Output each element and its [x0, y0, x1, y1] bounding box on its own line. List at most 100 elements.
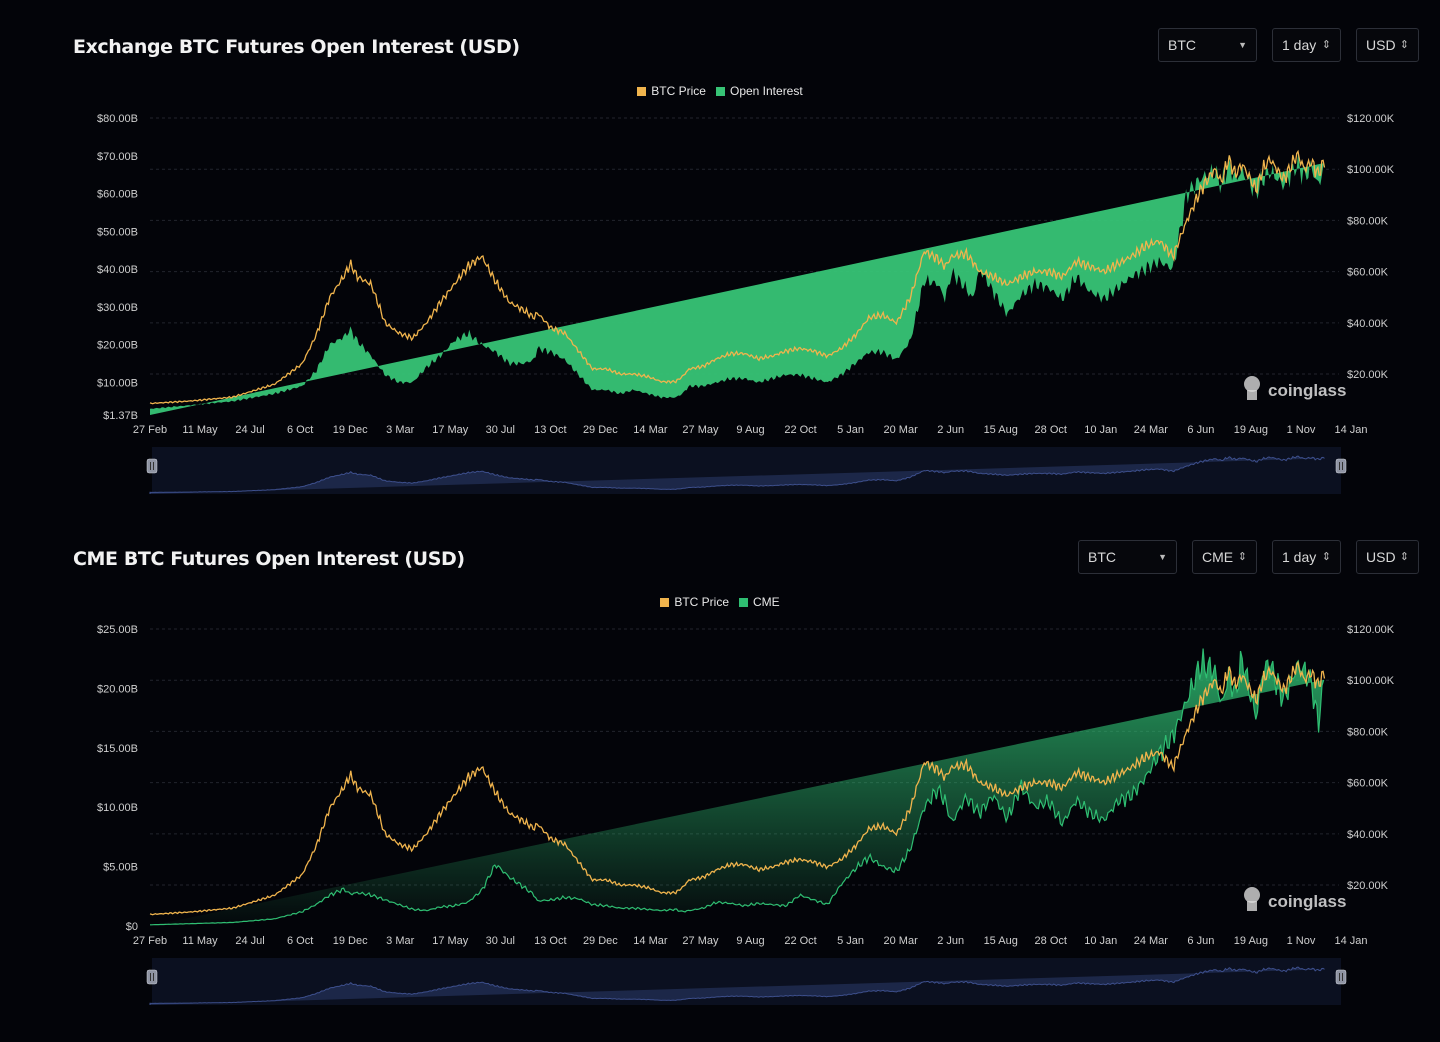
coinglass-logo-icon [1247, 901, 1257, 911]
x-axis-tick-label: 17 May [432, 424, 469, 436]
left-axis-tick-label: $30.00B [97, 302, 138, 314]
navigator-handle[interactable] [146, 969, 158, 985]
left-axis-tick-label: $50.00B [97, 226, 138, 238]
x-axis-tick-label: 15 Aug [984, 424, 1018, 436]
panel-title: Exchange BTC Futures Open Interest (USD) [73, 36, 520, 58]
exchange-oi-panel: Exchange BTC Futures Open Interest (USD)… [0, 0, 1440, 520]
up-down-icon: ⇕ [1237, 550, 1247, 563]
currency-select[interactable]: USD ⇕ [1356, 28, 1419, 62]
navigator-handle[interactable] [1335, 458, 1347, 474]
legend-item-price[interactable]: BTC Price [637, 84, 706, 98]
x-axis-tick-label: 15 Aug [984, 935, 1018, 947]
coinglass-watermark: coinglass [1244, 376, 1346, 400]
left-axis-tick-label: $10.00B [97, 377, 138, 389]
range-navigator [146, 958, 1347, 1005]
x-axis-tick-label: 13 Oct [534, 935, 566, 947]
cme-oi-chart[interactable]: $120.00K $100.00K $80.00K $60.00K $40.00K $20… [0, 511, 1440, 1042]
currency-select-label: USD [1366, 549, 1396, 565]
cme-line [150, 648, 1325, 926]
right-axis-tick-label: $60.00K [1347, 267, 1389, 279]
right-axis-tick-label: $80.00K [1347, 215, 1389, 227]
legend-swatch [660, 597, 670, 607]
legend-label: BTC Price [651, 84, 706, 98]
left-axis-tick-label: $0 [126, 921, 138, 933]
btc-price-line [149, 660, 1326, 916]
x-axis-tick-label: 6 Jun [1187, 424, 1214, 436]
caret-down-icon: ▼ [1158, 552, 1167, 562]
left-axis-tick-label: $70.00B [97, 151, 138, 163]
right-axis-tick-label: $100.00K [1347, 675, 1395, 687]
right-axis-tick-label: $20.00K [1347, 369, 1389, 381]
currency-select[interactable]: USD ⇕ [1356, 540, 1419, 574]
x-axis-tick-label: 27 Feb [133, 424, 167, 436]
x-axis-tick-label: 19 Dec [333, 424, 368, 436]
x-axis-tick-label: 22 Oct [784, 935, 816, 947]
watermark-text: coinglass [1268, 381, 1346, 400]
legend-label: Open Interest [729, 84, 803, 98]
x-axis-tick-label: 14 Mar [633, 935, 668, 947]
x-axis-tick-label: 13 Oct [534, 424, 566, 436]
cme-oi-panel: CME BTC Futures Open Interest (USD) BTC … [0, 511, 1440, 1042]
left-axis-tick-label: $20.00B [97, 683, 138, 695]
up-down-icon: ⇕ [1321, 38, 1331, 51]
x-axis-tick-label: 28 Oct [1035, 424, 1067, 436]
interval-select-label: 1 day [1282, 37, 1317, 53]
navigator-handle-grip [146, 458, 158, 474]
x-axis-tick-label: 30 Jul [486, 424, 515, 436]
x-axis-tick-label: 28 Oct [1035, 935, 1067, 947]
legend-item-oi[interactable]: Open Interest [715, 84, 803, 98]
currency-select-label: USD [1366, 37, 1396, 53]
symbol-dropdown-label: BTC [1088, 549, 1116, 565]
coinglass-logo-icon [1244, 887, 1260, 903]
caret-down-icon: ▼ [1238, 40, 1247, 50]
legend-label: BTC Price [674, 595, 729, 609]
legend-swatch [739, 597, 748, 607]
coinglass-logo-icon [1244, 376, 1260, 392]
navigator-handle[interactable] [1335, 969, 1347, 985]
navigator-handle-grip [146, 969, 158, 985]
x-axis-tick-label: 19 Dec [333, 935, 368, 947]
right-axis-tick-label: $120.00K [1347, 113, 1395, 125]
legend: BTC Price CME [0, 595, 1440, 609]
x-axis-tick-label: 9 Aug [736, 424, 764, 436]
x-axis-tick-label: 19 Aug [1234, 424, 1268, 436]
x-axis-tick-label: 14 Mar [633, 424, 668, 436]
navigator-handle-grip [1335, 969, 1347, 985]
left-axis-tick-label: $80.00B [97, 113, 138, 125]
x-axis-tick-label: 2 Jun [937, 424, 964, 436]
x-axis-tick-label: 19 Aug [1234, 935, 1268, 947]
exchange-oi-chart[interactable]: $120.00K $100.00K $80.00K $60.00K $40.00K $20… [0, 0, 1440, 520]
x-axis-tick-label: 24 Jul [235, 935, 264, 947]
right-axis-tick-label: $100.00K [1347, 164, 1395, 176]
symbol-dropdown[interactable]: BTC ▼ [1078, 540, 1177, 574]
exchange-select[interactable]: CME ⇕ [1192, 540, 1257, 574]
x-axis-tick-label: 27 May [682, 935, 719, 947]
interval-select[interactable]: 1 day ⇕ [1272, 28, 1341, 62]
x-axis-tick-label: 6 Jun [1187, 935, 1214, 947]
navigator-handle-grip [1335, 458, 1347, 474]
legend-item-price[interactable]: BTC Price [660, 595, 729, 609]
cme-area [150, 648, 1324, 926]
up-down-icon: ⇕ [1399, 38, 1409, 51]
legend-item-cme[interactable]: CME [739, 595, 780, 609]
symbol-dropdown[interactable]: BTC ▼ [1158, 28, 1257, 62]
navigator-series [149, 966, 1325, 1005]
symbol-dropdown-label: BTC [1168, 37, 1196, 53]
x-axis-tick-label: 14 Jan [1334, 424, 1367, 436]
panel-title: CME BTC Futures Open Interest (USD) [73, 548, 465, 570]
interval-select[interactable]: 1 day ⇕ [1272, 540, 1341, 574]
x-axis-tick-label: 24 Mar [1134, 424, 1169, 436]
x-axis-tick-label: 3 Mar [386, 424, 414, 436]
right-axis-tick-label: $40.00K [1347, 829, 1389, 841]
range-navigator [146, 447, 1347, 494]
navigator-handle[interactable] [146, 458, 158, 474]
x-axis-tick-label: 6 Oct [287, 424, 313, 436]
open-interest-area [150, 151, 1324, 415]
x-axis-tick-label: 20 Mar [884, 935, 919, 947]
x-axis-tick-label: 6 Oct [287, 935, 313, 947]
left-axis-tick-label: $20.00B [97, 340, 138, 352]
left-axis-tick-label: $1.37B [103, 410, 138, 422]
legend: BTC Price Open Interest [0, 84, 1440, 98]
right-axis-tick-label: $60.00K [1347, 778, 1389, 790]
legend-swatch [637, 86, 647, 96]
